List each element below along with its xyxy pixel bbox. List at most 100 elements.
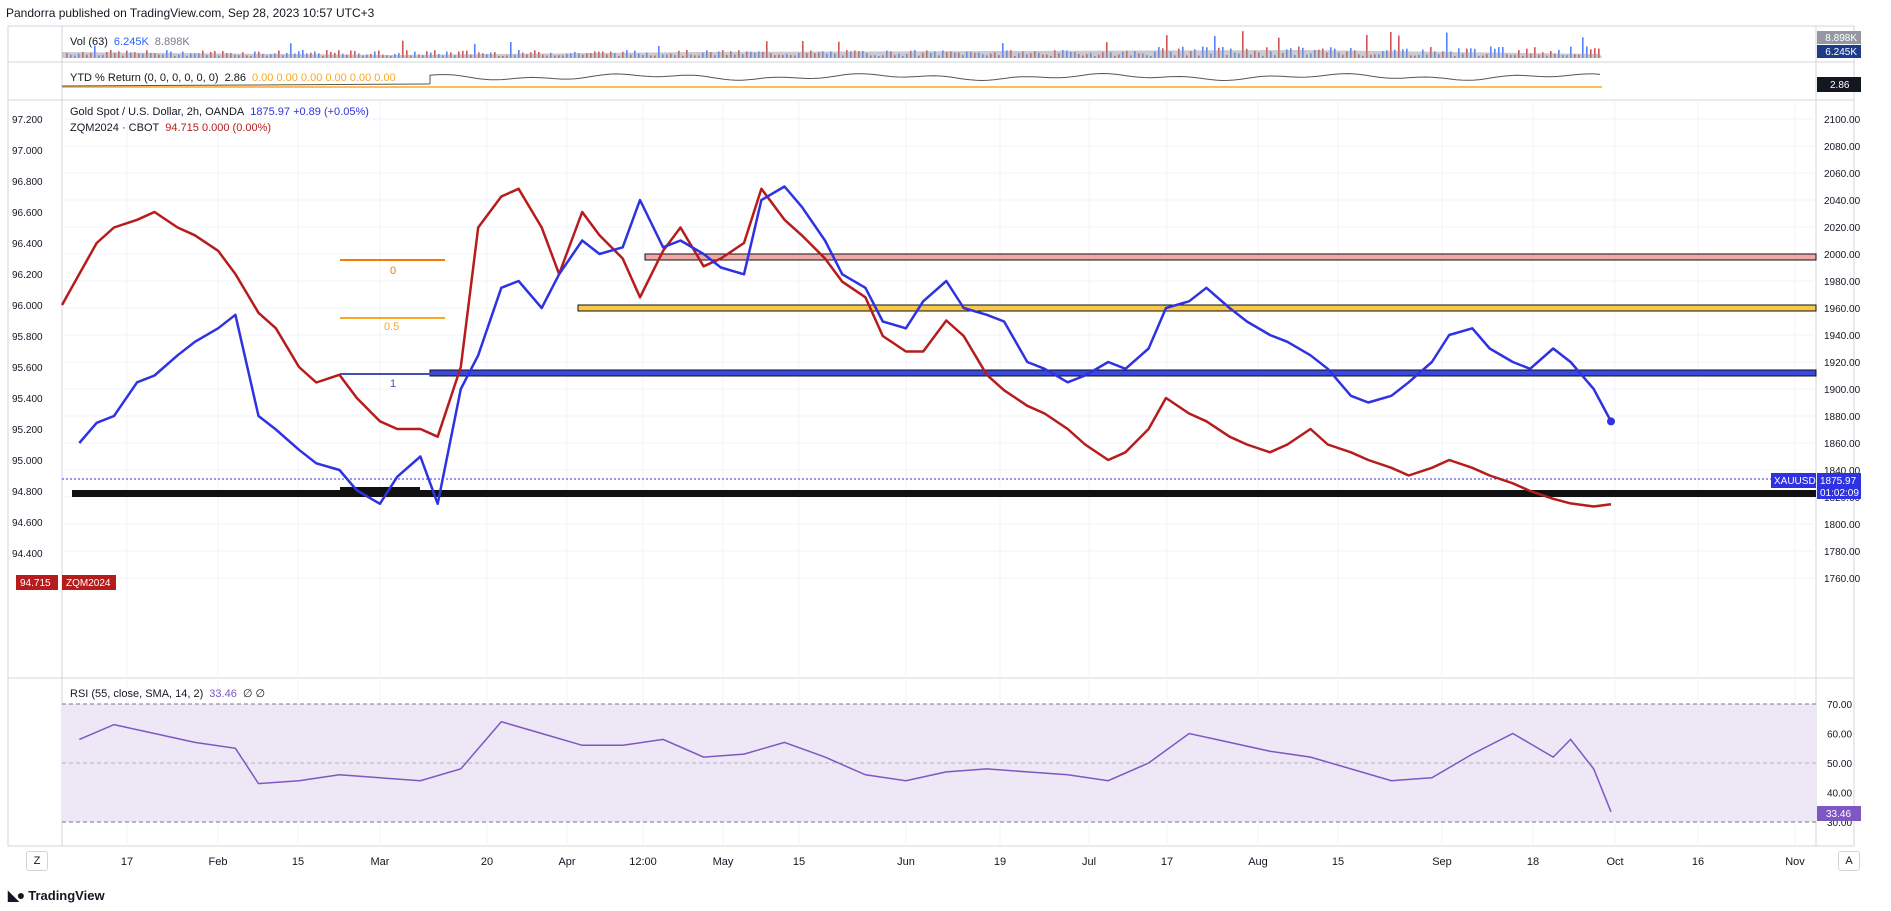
right-axis-tick: 2000.00: [1824, 250, 1861, 261]
right-axis-tick: 2020.00: [1824, 223, 1861, 234]
publish-header: Pandorra published on TradingView.com, S…: [0, 0, 1891, 26]
left-axis-tick: 96.200: [12, 270, 43, 281]
tradingview-brand[interactable]: ◣● TradingView: [8, 887, 105, 904]
tradingview-brand-text: TradingView: [28, 888, 105, 903]
volume-bars: [62, 31, 1602, 58]
left-axis-tick: 95.400: [12, 394, 43, 405]
svg-text:YTD % Return (0, 0, 0, 0, 0, 0: YTD % Return (0, 0, 0, 0, 0, 0) 2.86 0.00 …: [70, 72, 396, 84]
rsi-line[interactable]: [79, 720, 1612, 813]
left-axis-tick: 96.600: [12, 208, 43, 219]
left-axis-tick: 94.400: [12, 549, 43, 560]
left-axis-tick: 96.800: [12, 177, 43, 188]
rsi-axis[interactable]: 70.00 60.00 50.00 40.00 30.00: [1827, 700, 1852, 829]
auto-scale-left-button[interactable]: Z: [26, 851, 48, 871]
ytd-badge-value: 2.86: [1830, 80, 1850, 91]
time-axis-tick: Feb: [209, 856, 228, 868]
level-black-small[interactable]: [340, 487, 420, 491]
right-axis-tick: 1760.00: [1824, 574, 1861, 585]
time-axis-tick: 15: [292, 856, 304, 868]
right-axis-tick: 2060.00: [1824, 169, 1861, 180]
time-axis-tick: Jul: [1082, 856, 1096, 868]
left-axis-tick: 95.000: [12, 456, 43, 467]
left-axis-tick: 96.400: [12, 239, 43, 250]
vol-badges: 8.898K 6.245K: [1817, 31, 1861, 58]
level-yellow[interactable]: [577, 304, 1817, 312]
gold-right-badge-label: XAUUSD: [1774, 476, 1816, 487]
gold-legend-name: Gold Spot / U.S. Dollar, 2h, OANDA: [70, 106, 245, 118]
time-axis-tick: 15: [793, 856, 805, 868]
left-axis-tick: 94.800: [12, 487, 43, 498]
zq-price-line[interactable]: [60, 187, 1612, 508]
fib-label-0-5: 0.5: [384, 321, 399, 333]
zq-left-badge: 94.715 ZQM2024: [16, 575, 116, 590]
gold-right-badge-value: 1875.97: [1820, 476, 1857, 487]
vol-badge-bottom: 6.245K: [1825, 47, 1857, 58]
right-price-axis[interactable]: 2100.00 2080.00 2060.00 2040.00 2020.00 2000.…: [1824, 115, 1861, 585]
right-axis-tick: 1840.00: [1824, 466, 1861, 477]
rsi-extra: ∅ ∅: [243, 688, 265, 700]
time-axis-tick: 17: [121, 856, 133, 868]
vol-value-2: 8.898K: [155, 36, 191, 48]
time-axis[interactable]: 17 Feb 15 Mar 20 Apr 12:00 May 15 Jun 19 Jul 17 Aug 15…: [121, 856, 1805, 868]
main-legend: Gold Spot / U.S. Dollar, 2h, OANDA 1875.9…: [70, 106, 369, 134]
rsi-axis-tick: 30.00: [1827, 818, 1852, 829]
time-axis-tick: 16: [1692, 856, 1704, 868]
vol-badge-top: 8.898K: [1825, 33, 1857, 44]
time-axis-tick: Sep: [1432, 856, 1452, 868]
zq-legend-name: ZQM2024 · CBOT: [70, 122, 160, 134]
right-axis-tick: 1920.00: [1824, 358, 1861, 369]
gold-legend-value: 1875.97 +0.89 (+0.05%): [250, 106, 369, 118]
svg-text:Gold Spot / U.S. Dollar, 2h, O: Gold Spot / U.S. Dollar, 2h, OANDA 1875.9…: [70, 106, 369, 118]
fib-label-0: 0: [390, 265, 396, 277]
level-black-low[interactable]: [72, 490, 1816, 497]
right-axis-tick: 2100.00: [1824, 115, 1861, 126]
level-red[interactable]: [644, 253, 1817, 261]
time-axis-tick: 12:00: [629, 856, 657, 868]
gold-right-badge-timer: 01:02:09: [1820, 488, 1859, 499]
rsi-badge: 33.46: [1817, 806, 1861, 821]
rsi-axis-tick: 40.00: [1827, 789, 1852, 800]
right-axis-tick: 1800.00: [1824, 520, 1861, 531]
time-axis-tick: Oct: [1606, 856, 1623, 868]
time-axis-tick: Jun: [897, 856, 915, 868]
time-axis-tick: 18: [1527, 856, 1539, 868]
footer: ◣● TradingView: [0, 878, 1891, 911]
right-axis-tick: 2040.00: [1824, 196, 1861, 207]
vol-label: Vol (63): [70, 36, 108, 48]
publish-text: Pandorra published on TradingView.com, S…: [6, 6, 375, 20]
time-axis-tick: Nov: [1785, 856, 1805, 868]
rsi-legend: RSI (55, close, SMA, 14, 2) 33.46 ∅ ∅: [70, 688, 265, 700]
time-axis-tick: 20: [481, 856, 493, 868]
zq-left-badge-value: 94.715: [20, 578, 51, 589]
auto-scale-right-button[interactable]: A: [1838, 851, 1860, 871]
level-blue[interactable]: [429, 369, 1817, 377]
tradingview-logo-icon: ◣●: [8, 887, 25, 903]
left-axis-tick: 95.200: [12, 425, 43, 436]
vol-value-1: 6.245K: [114, 36, 150, 48]
zq-legend-value: 94.715 0.000 (0.00%): [165, 122, 271, 134]
rsi-axis-tick: 60.00: [1827, 730, 1852, 741]
left-price-axis[interactable]: 97.200 97.000 96.800 96.600 96.400 96.200 96.0…: [12, 115, 43, 560]
ytd-legend: YTD % Return (0, 0, 0, 0, 0, 0) 2.86 0.00 …: [70, 72, 396, 84]
time-axis-tick: Aug: [1248, 856, 1268, 868]
right-axis-tick: 1860.00: [1824, 439, 1861, 450]
left-axis-tick: 97.000: [12, 146, 43, 157]
ytd-label: YTD % Return (0, 0, 0, 0, 0, 0): [70, 72, 219, 84]
time-axis-tick: Mar: [371, 856, 390, 868]
right-axis-tick: 1940.00: [1824, 331, 1861, 342]
right-axis-tick: 1780.00: [1824, 547, 1861, 558]
rsi-value: 33.46: [209, 688, 237, 700]
left-axis-tick: 96.000: [12, 301, 43, 312]
gold-price-line[interactable]: [78, 185, 1613, 506]
ytd-lines: [61, 72, 1602, 88]
right-axis-tick: 2080.00: [1824, 142, 1861, 153]
ytd-value: 2.86: [225, 72, 246, 84]
left-axis-tick: 95.800: [12, 332, 43, 343]
chart-canvas[interactable]: 0 0.5 1 97.200 97.000 96.800 96.600 96.400 96…: [0, 0, 1891, 878]
left-axis-tick: 94.600: [12, 518, 43, 529]
rsi-badge-value: 33.46: [1826, 809, 1851, 820]
rsi-label: RSI (55, close, SMA, 14, 2): [70, 688, 203, 700]
right-axis-tick: 1880.00: [1824, 412, 1861, 423]
time-axis-tick: Apr: [558, 856, 575, 868]
